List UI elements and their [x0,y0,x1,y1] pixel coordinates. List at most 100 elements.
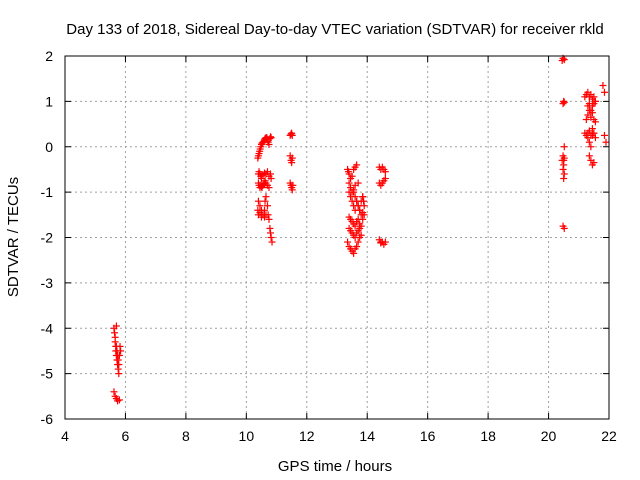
data-point [351,193,359,201]
data-point [265,215,273,223]
data-point [560,170,568,178]
x-tick-label: 8 [182,428,190,444]
data-point [559,165,567,173]
data-point [584,134,592,142]
data-point [560,98,568,106]
data-point [590,129,598,137]
data-point [560,56,568,64]
data-point [115,396,123,404]
x-tick-label: 12 [299,428,315,444]
data-point [267,134,275,142]
data-point [260,180,268,188]
data-point [114,356,122,364]
data-point [582,116,590,124]
y-tick-label: 2 [45,48,53,64]
data-point [114,365,122,373]
data-point [268,238,276,246]
axis-ticks [64,55,610,420]
y-tick-label: 1 [45,93,53,109]
x-tick-label: 20 [541,428,557,444]
data-point [585,138,593,146]
data-point [257,175,265,183]
data-point [585,152,593,160]
data-point [288,159,296,167]
data-point [267,170,275,178]
data-point [587,143,595,151]
data-point [265,184,273,192]
data-point [350,249,358,257]
data-point [381,175,389,183]
data-point [115,361,123,369]
data-point [267,234,275,241]
data-point [111,329,119,337]
data-point [115,370,123,378]
data-point [591,97,599,105]
data-point [265,140,273,148]
data-point [110,388,118,396]
x-axis-label: GPS time / hours [278,458,392,475]
data-point [591,134,599,142]
data-point [600,131,608,139]
data-point [354,179,362,187]
x-tick-label: 18 [480,428,496,444]
data-point [590,159,598,167]
x-tick-labels: 4 6 8 10 12 14 16 18 20 22 [61,428,617,444]
data-points [110,54,610,405]
data-point [256,202,264,210]
data-point [263,202,271,210]
data-point [351,234,359,241]
y-tick-label: -3 [41,275,54,291]
x-tick-label: 10 [239,428,255,444]
data-point [560,143,568,151]
data-point [287,130,295,138]
x-tick-label: 6 [122,428,130,444]
data-point [116,342,124,350]
data-point [260,206,268,214]
data-point [359,215,367,223]
data-point [288,154,296,162]
data-point [344,238,352,246]
grid-lines [65,56,609,419]
chart-title: Day 133 of 2018, Sidereal Day-to-day VTE… [66,21,603,38]
data-point [359,193,367,201]
data-point [111,338,119,346]
y-tick-label: -5 [41,366,54,382]
data-point [357,231,365,239]
data-point [359,209,367,217]
data-point [260,169,268,177]
data-point [350,188,358,196]
x-tick-label: 4 [61,428,69,444]
data-point [117,347,125,355]
data-point [354,202,362,210]
data-point [262,211,270,219]
data-point [377,239,385,247]
y-tick-label: 0 [45,139,53,155]
data-point [351,222,359,230]
data-point [360,202,368,210]
data-point [353,243,361,251]
data-point [262,193,270,201]
data-point [560,175,568,183]
data-point [560,156,568,164]
x-tick-label: 22 [601,428,617,444]
data-point [588,125,596,133]
data-point [591,118,599,126]
data-point [261,197,269,205]
data-point [559,100,567,108]
y-axis-label: SDTVAR / TECUs [5,177,22,297]
data-point [356,224,364,232]
data-point [599,81,607,89]
data-point [115,351,123,359]
data-point [600,88,608,96]
data-point [348,172,356,180]
data-point [360,197,368,205]
data-point [602,138,610,146]
data-point [353,197,361,205]
data-point [267,133,275,141]
y-tick-label: -6 [41,411,54,427]
y-tick-labels: -6 -5 -4 -3 -2 -1 0 1 2 [41,48,54,427]
data-point [381,238,389,246]
data-point [381,168,389,176]
x-tick-label: 16 [420,428,436,444]
